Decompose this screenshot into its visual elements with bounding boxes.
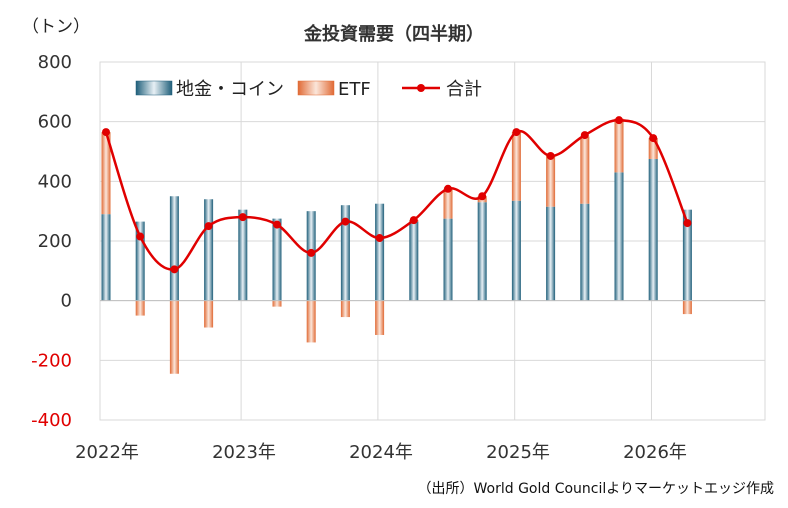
total-point [341, 217, 350, 226]
y-axis-unit: （トン） [22, 17, 90, 37]
total-point [136, 232, 145, 241]
total-point [273, 220, 281, 229]
bar-etf [682, 300, 692, 315]
legend-swatch-etf [297, 80, 335, 96]
bar-coins [375, 203, 385, 301]
bar-coins [135, 221, 145, 301]
bar-coins [272, 218, 282, 301]
bar-etf [443, 188, 453, 219]
bar-coins [546, 206, 556, 301]
bar-coins [580, 203, 590, 301]
bar-etf [306, 300, 316, 343]
bar-coins [340, 205, 350, 301]
bar-layer [101, 118, 692, 374]
y-tick-label: 800 [38, 52, 72, 73]
total-point [444, 184, 452, 193]
x-tick-label: 2023年 [212, 442, 276, 463]
legend-label-coins: 地金・コイン [176, 79, 284, 100]
total-point [580, 131, 589, 140]
y-tick-label: -200 [31, 350, 72, 371]
bar-etf [101, 132, 111, 215]
bar-coins [614, 172, 624, 301]
bar-coins [204, 199, 214, 301]
source-note: （出所）World Gold Councilよりマーケットエッジ作成 [417, 481, 775, 497]
total-point [546, 151, 555, 160]
bar-etf [340, 300, 350, 318]
bar-etf [546, 155, 556, 207]
x-tick-label: 2022年 [75, 442, 139, 463]
x-tick-label: 2026年 [623, 442, 687, 463]
bar-etf [135, 300, 145, 316]
chart-title: 金投資需要（四半期） [304, 24, 484, 45]
legend-marker-total [417, 84, 425, 92]
x-tick-label: 2024年 [349, 442, 413, 463]
line-layer [102, 116, 692, 274]
bar-coins [648, 158, 658, 301]
bar-etf [375, 300, 385, 335]
bar-etf [614, 118, 624, 173]
legend-swatch-coins [135, 80, 173, 96]
total-point [375, 234, 384, 243]
total-point [683, 219, 692, 228]
total-point [615, 116, 623, 125]
total-point [204, 222, 213, 231]
legend-label-total: 合計 [446, 79, 482, 100]
y-tick-label: 0 [61, 291, 72, 312]
total-point [170, 265, 179, 274]
total-point [478, 192, 487, 201]
bar-coins [169, 196, 179, 301]
total-point [307, 248, 316, 257]
y-tick-label: -400 [31, 410, 72, 431]
bar-coins [511, 200, 521, 301]
total-point [649, 134, 658, 143]
y-tick-label: 200 [38, 231, 72, 252]
bar-coins [409, 221, 419, 301]
total-point [102, 128, 110, 137]
bar-coins [238, 209, 248, 301]
bar-coins [443, 218, 453, 301]
grid-layer [99, 61, 766, 421]
y-tick-label: 600 [38, 112, 72, 133]
bar-etf [648, 138, 658, 159]
bar-etf [580, 136, 590, 204]
legend: 地金・コイン ETF 合計 [135, 79, 482, 100]
total-line [104, 118, 689, 271]
bar-coins [682, 209, 692, 301]
bar-etf [204, 300, 214, 328]
axis-layer: -400 -200 0 200 400 600 800 2022年 2023年 2024年 2025… [31, 52, 765, 463]
bar-coins [101, 214, 111, 301]
y-tick-label: 400 [38, 171, 72, 192]
bar-coins [477, 202, 487, 301]
bar-etf [511, 132, 521, 201]
plot-border [99, 61, 766, 421]
total-point [512, 128, 521, 137]
bar-etf [272, 300, 282, 307]
total-point [238, 213, 247, 222]
legend-label-etf: ETF [338, 79, 371, 100]
total-point [409, 216, 418, 225]
x-tick-label: 2025年 [486, 442, 550, 463]
bar-etf [169, 300, 179, 374]
